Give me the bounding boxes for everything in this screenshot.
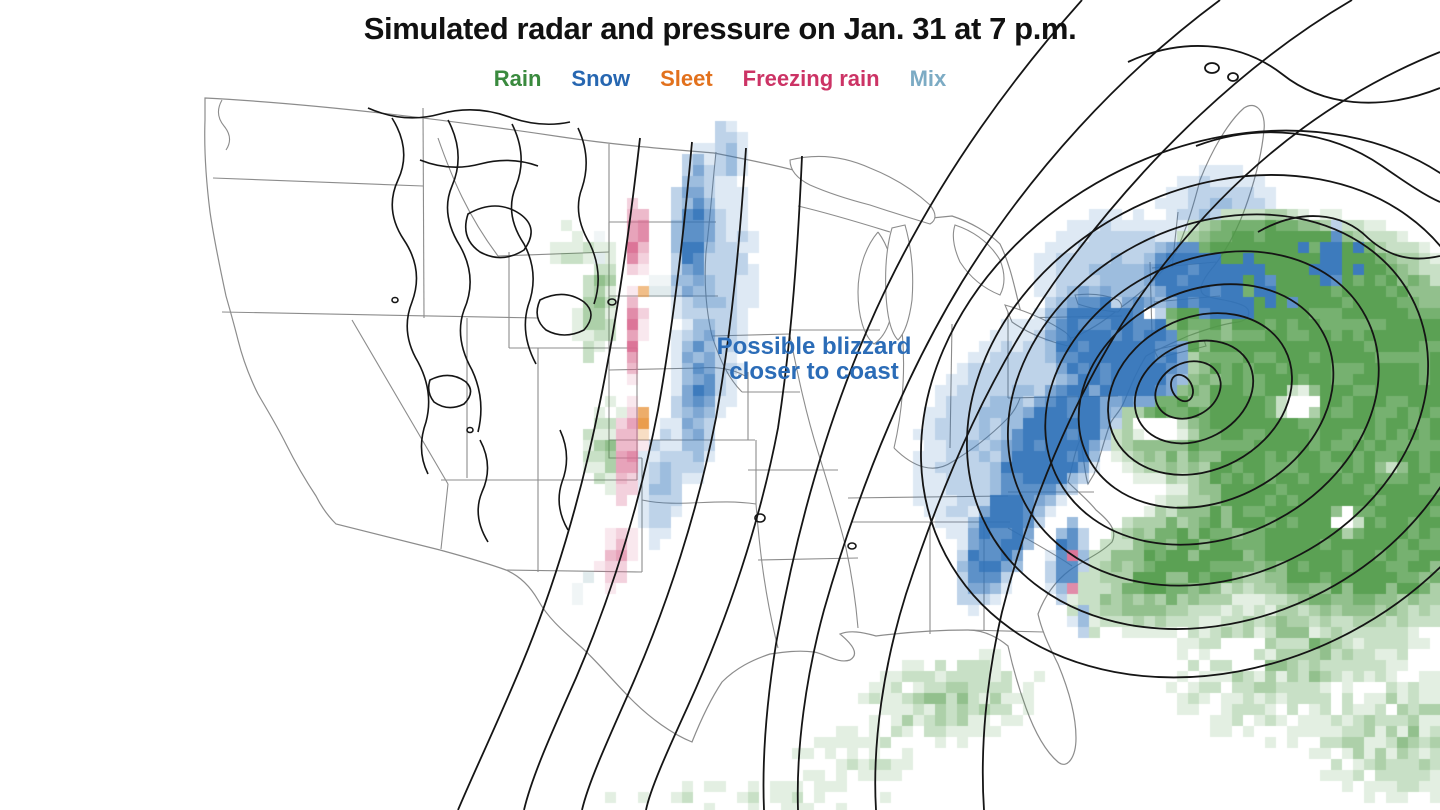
legend-item-mix: Mix: [909, 66, 947, 91]
legend-item-rain: Rain: [493, 66, 542, 91]
blizzard-annotation: Possible blizzard closer to coast: [664, 334, 964, 384]
isobar-plains: [458, 138, 802, 810]
isobar-sweeps: [764, 0, 1440, 810]
isobar-terrain-squiggles: [368, 108, 856, 549]
legend-item-freezing-rain: Freezing rain: [742, 66, 880, 91]
precip-legend: Rain Snow Sleet Freezing rain Mix: [0, 66, 1440, 92]
blizzard-annotation-line2: closer to coast: [729, 358, 899, 385]
blizzard-annotation-line1: Possible blizzard: [716, 333, 912, 360]
legend-item-snow: Snow: [571, 66, 631, 91]
page-title: Simulated radar and pressure on Jan. 31 …: [363, 11, 1077, 46]
legend-item-sleet: Sleet: [660, 66, 713, 91]
isobar-rings-low-center: [825, 25, 1440, 783]
